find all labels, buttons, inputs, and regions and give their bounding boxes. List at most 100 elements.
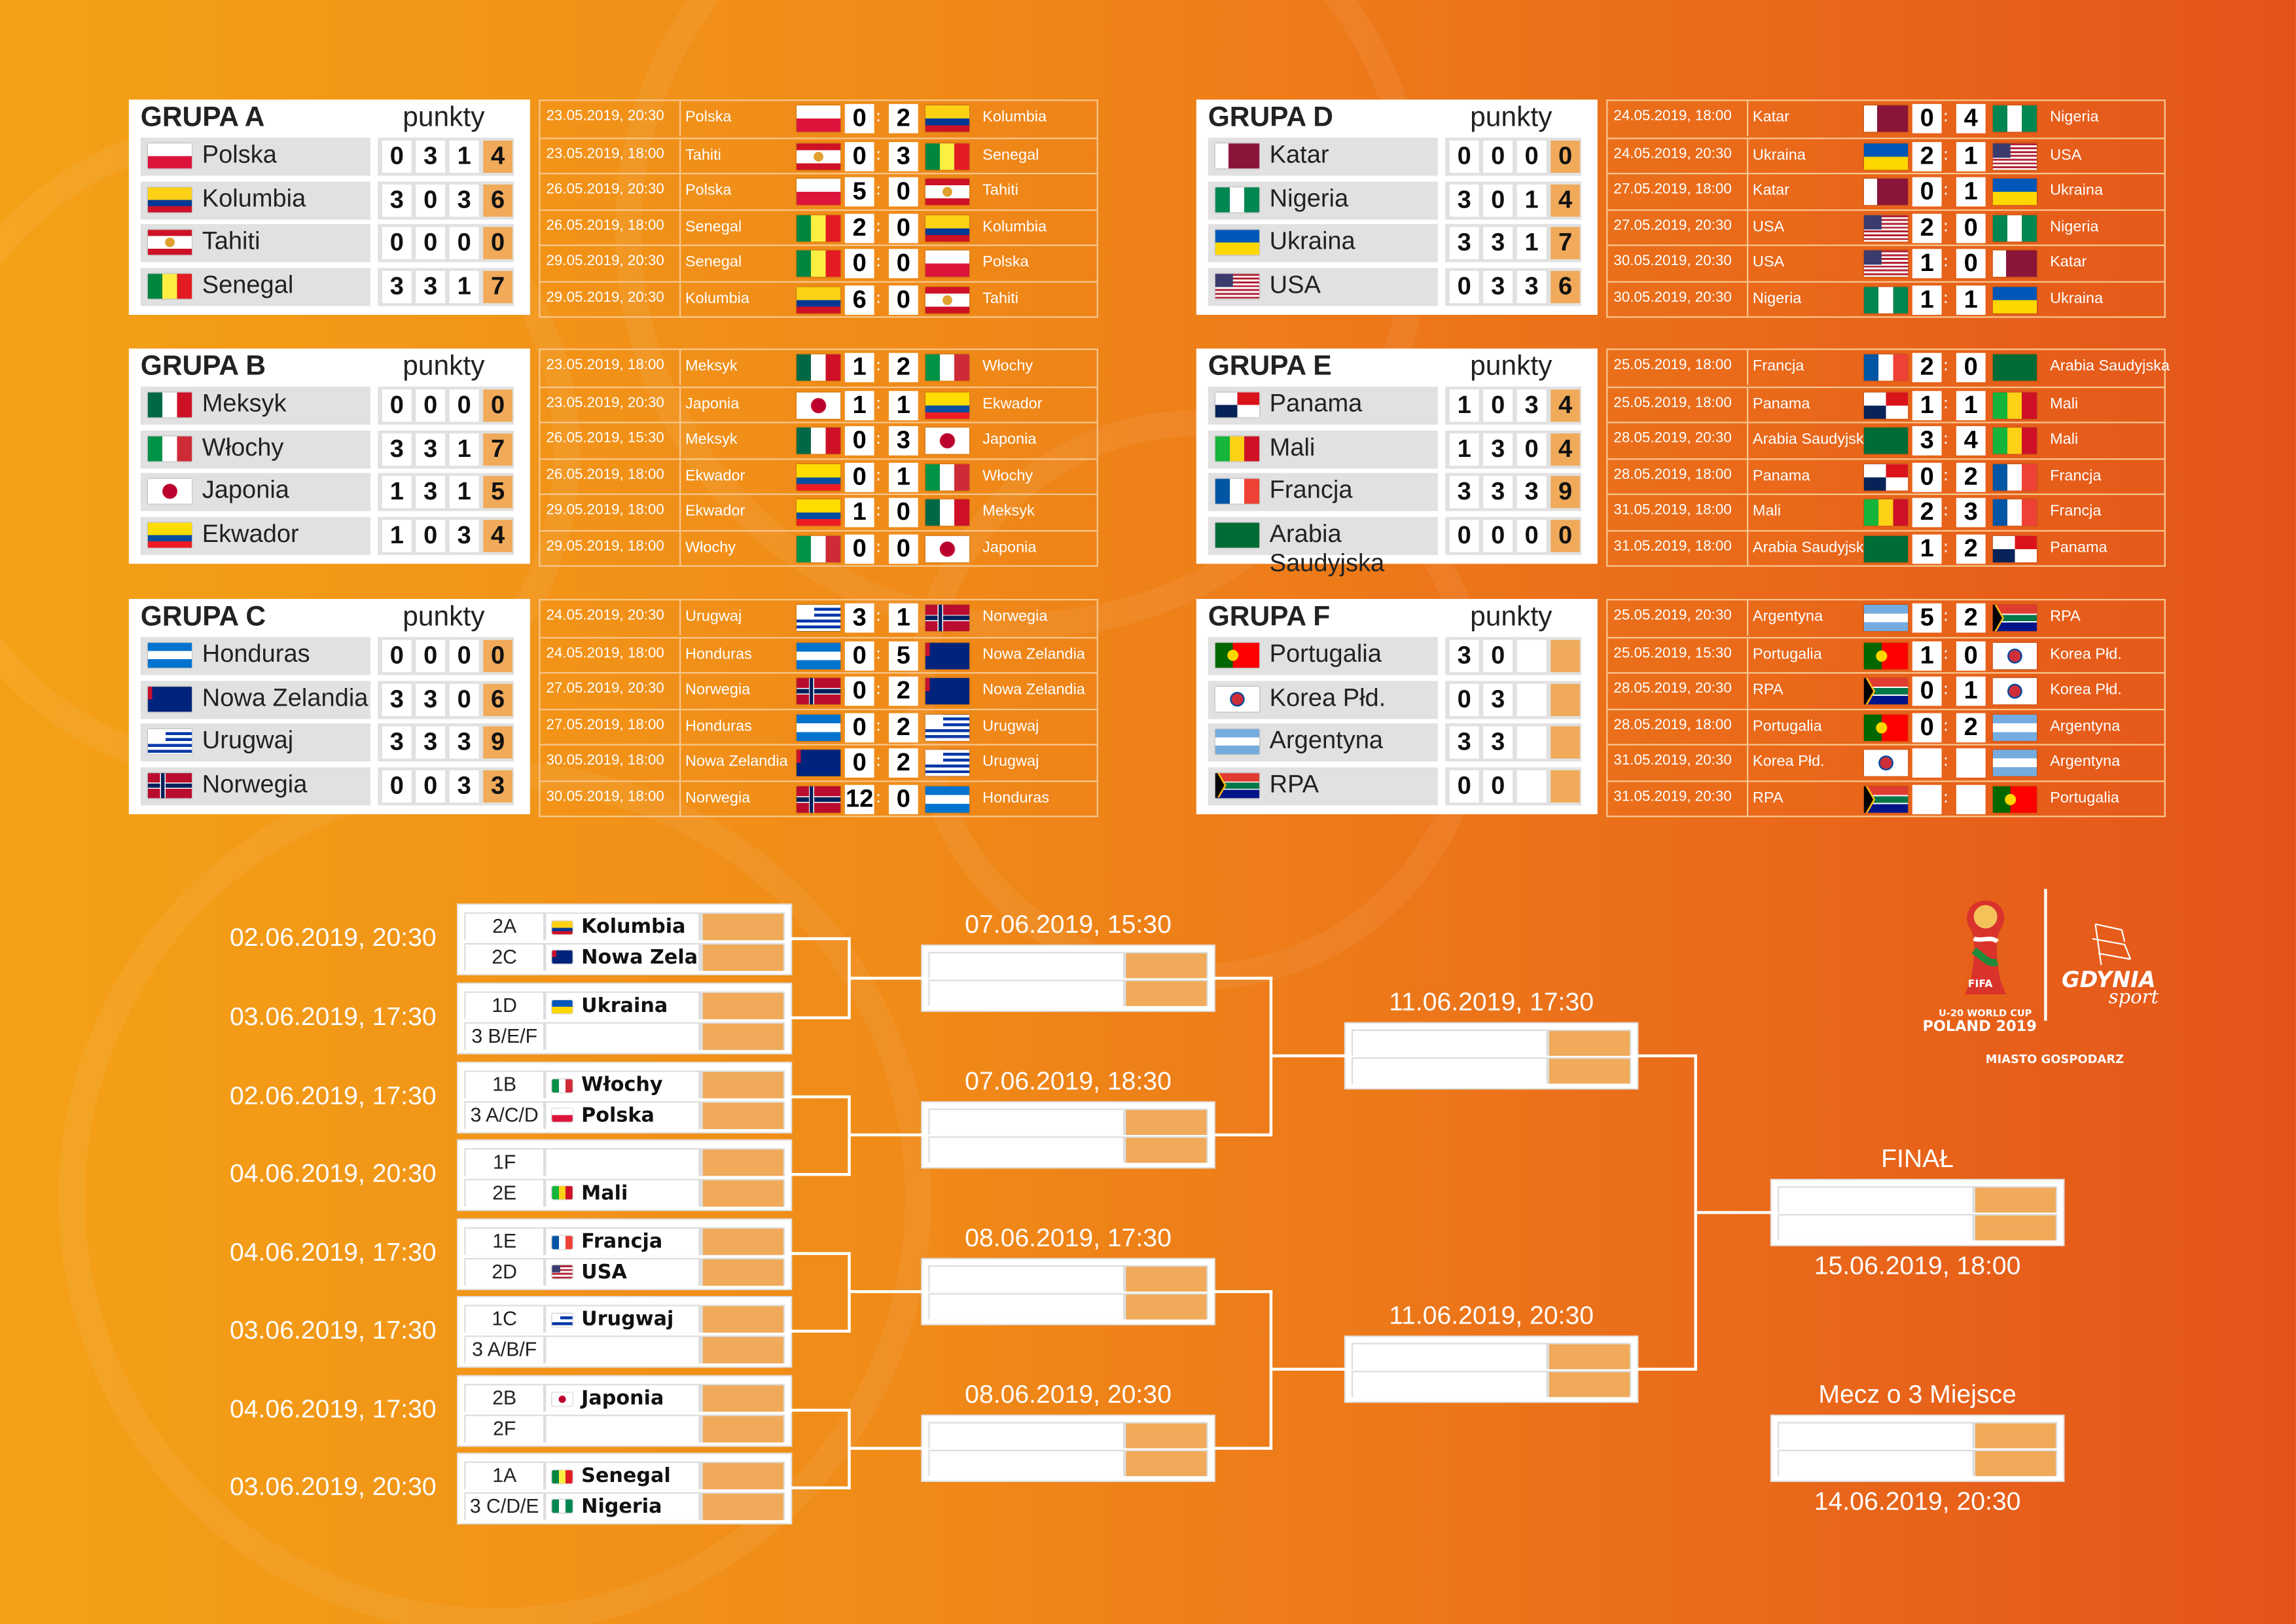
score-cell[interactable] xyxy=(1126,1423,1207,1449)
home-score[interactable]: 0 xyxy=(844,141,874,171)
home-score[interactable]: 0 xyxy=(844,533,874,564)
score-cell[interactable] xyxy=(702,1336,783,1363)
away-score[interactable]: 2 xyxy=(888,676,918,706)
home-score[interactable]: 1 xyxy=(1912,285,1942,314)
home-score[interactable]: 2 xyxy=(1912,141,1942,171)
home-score[interactable]: 0 xyxy=(844,640,874,670)
away-score[interactable]: 2 xyxy=(1956,603,1986,633)
away-score[interactable]: 1 xyxy=(1956,676,1986,706)
home-score[interactable]: 12 xyxy=(844,784,874,814)
score-cell[interactable] xyxy=(1126,1110,1207,1135)
away-score[interactable]: 0 xyxy=(1956,353,1986,382)
home-score[interactable]: 2 xyxy=(844,213,874,243)
away-score[interactable]: 1 xyxy=(1956,285,1986,314)
away-score[interactable]: 2 xyxy=(888,103,918,134)
home-score[interactable]: 1 xyxy=(1912,533,1942,564)
final-box[interactable] xyxy=(1772,1180,2064,1245)
away-score[interactable]: 2 xyxy=(1956,533,1986,564)
match-box[interactable]: 1D Ukraina 3 B/E/F xyxy=(458,984,791,1053)
home-score[interactable]: 0 xyxy=(1912,712,1942,742)
home-score[interactable]: 3 xyxy=(844,603,874,633)
home-score[interactable]: 1 xyxy=(844,497,874,528)
home-score[interactable]: 6 xyxy=(844,285,874,314)
semi-final-box[interactable] xyxy=(1345,1337,1638,1402)
home-score[interactable]: 0 xyxy=(844,748,874,778)
score-cell[interactable] xyxy=(1126,1451,1207,1477)
away-score[interactable]: 0 xyxy=(888,533,918,564)
score-cell[interactable] xyxy=(1549,1344,1630,1369)
home-score[interactable]: 0 xyxy=(844,712,874,742)
home-score[interactable]: 1 xyxy=(844,353,874,382)
away-score[interactable]: 4 xyxy=(1956,426,1986,456)
quarter-final-box[interactable] xyxy=(922,946,1214,1011)
away-score[interactable]: 5 xyxy=(888,640,918,670)
home-score[interactable]: 0 xyxy=(844,103,874,134)
home-score[interactable]: 0 xyxy=(1912,676,1942,706)
away-score[interactable] xyxy=(1956,784,1986,814)
home-score[interactable]: 1 xyxy=(1912,249,1942,279)
home-score[interactable]: 2 xyxy=(1912,497,1942,528)
away-score[interactable]: 2 xyxy=(1956,712,1986,742)
home-score[interactable]: 2 xyxy=(1912,213,1942,243)
away-score[interactable]: 0 xyxy=(888,285,918,314)
away-score[interactable]: 1 xyxy=(1956,141,1986,171)
score-cell[interactable] xyxy=(702,914,783,941)
quarter-final-box[interactable] xyxy=(922,1259,1214,1324)
score-cell[interactable] xyxy=(1975,1423,2056,1449)
score-cell[interactable] xyxy=(702,1306,783,1333)
away-score[interactable]: 1 xyxy=(1956,390,1986,420)
away-score[interactable]: 0 xyxy=(1956,213,1986,243)
score-cell[interactable] xyxy=(702,1022,783,1049)
home-score[interactable]: 2 xyxy=(1912,353,1942,382)
away-score[interactable]: 0 xyxy=(888,497,918,528)
away-score[interactable]: 2 xyxy=(888,712,918,742)
home-score[interactable]: 0 xyxy=(844,676,874,706)
away-score[interactable]: 1 xyxy=(888,390,918,420)
home-score[interactable]: 0 xyxy=(844,461,874,492)
score-cell[interactable] xyxy=(1549,1058,1630,1084)
match-box[interactable]: 1F 2E Mali xyxy=(458,1140,791,1210)
away-score[interactable]: 2 xyxy=(888,748,918,778)
score-cell[interactable] xyxy=(1549,1372,1630,1398)
home-score[interactable]: 1 xyxy=(844,390,874,420)
home-score[interactable]: 1 xyxy=(1912,390,1942,420)
away-score[interactable]: 0 xyxy=(888,177,918,207)
away-score[interactable] xyxy=(1956,748,1986,778)
home-score[interactable]: 0 xyxy=(844,249,874,279)
score-cell[interactable] xyxy=(702,1492,783,1520)
score-cell[interactable] xyxy=(702,1258,783,1286)
score-cell[interactable] xyxy=(702,1149,783,1176)
away-score[interactable]: 3 xyxy=(1956,497,1986,528)
match-box[interactable]: 1C Urugwaj 3 A/B/F xyxy=(458,1297,791,1367)
match-box[interactable]: 1E Francja 2D USA xyxy=(458,1219,791,1289)
third-place-box[interactable] xyxy=(1772,1416,2064,1481)
score-cell[interactable] xyxy=(1126,1294,1207,1320)
score-cell[interactable] xyxy=(702,1415,783,1442)
match-box[interactable]: 2B Japonia 2F xyxy=(458,1376,791,1446)
away-score[interactable]: 1 xyxy=(888,603,918,633)
away-score[interactable]: 2 xyxy=(888,353,918,382)
quarter-final-box[interactable] xyxy=(922,1102,1214,1168)
match-box[interactable]: 1B Włochy 3 A/C/D Polska xyxy=(458,1063,791,1132)
match-box[interactable]: 1A Senegal 3 C/D/E Nigeria xyxy=(458,1454,791,1523)
home-score[interactable]: 3 xyxy=(1912,426,1942,456)
home-score[interactable]: 0 xyxy=(1912,103,1942,134)
semi-final-box[interactable] xyxy=(1345,1023,1638,1089)
score-cell[interactable] xyxy=(1975,1451,2056,1477)
away-score[interactable]: 3 xyxy=(888,426,918,456)
match-box[interactable]: 2A Kolumbia 2C Nowa Zelandia xyxy=(458,905,791,974)
score-cell[interactable] xyxy=(1126,981,1207,1006)
away-score[interactable]: 4 xyxy=(1956,103,1986,134)
score-cell[interactable] xyxy=(702,943,783,971)
score-cell[interactable] xyxy=(702,1385,783,1412)
score-cell[interactable] xyxy=(702,1102,783,1128)
score-cell[interactable] xyxy=(702,1072,783,1098)
home-score[interactable]: 5 xyxy=(1912,603,1942,633)
home-score[interactable] xyxy=(1912,748,1942,778)
score-cell[interactable] xyxy=(1549,1030,1630,1056)
score-cell[interactable] xyxy=(702,1462,783,1490)
score-cell[interactable] xyxy=(1975,1187,2056,1213)
score-cell[interactable] xyxy=(1126,1138,1207,1163)
home-score[interactable]: 5 xyxy=(844,177,874,207)
away-score[interactable]: 0 xyxy=(888,213,918,243)
